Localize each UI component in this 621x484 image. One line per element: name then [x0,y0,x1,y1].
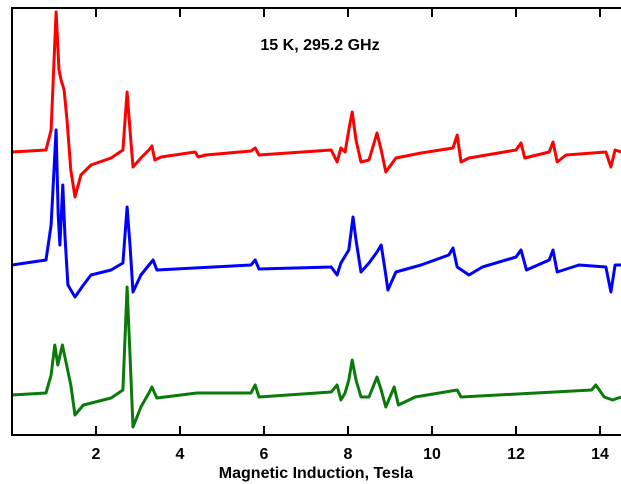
axis-frame [11,7,621,436]
x-tick-label: 6 [260,446,269,463]
x-tick-label: 2 [92,446,101,463]
chart-title: 15 K, 295.2 GHz [260,37,379,54]
line-series [11,285,621,429]
x-tick-label: 8 [344,446,353,463]
x-tick-label: 12 [507,446,525,463]
x-tick-label: 4 [176,446,185,463]
x-tick-label: 14 [591,446,609,463]
line-series [11,128,621,299]
line-series [11,10,621,199]
x-axis-label: Magnetic Induction, Tesla [219,465,413,482]
x-tick-label: 10 [423,446,441,463]
